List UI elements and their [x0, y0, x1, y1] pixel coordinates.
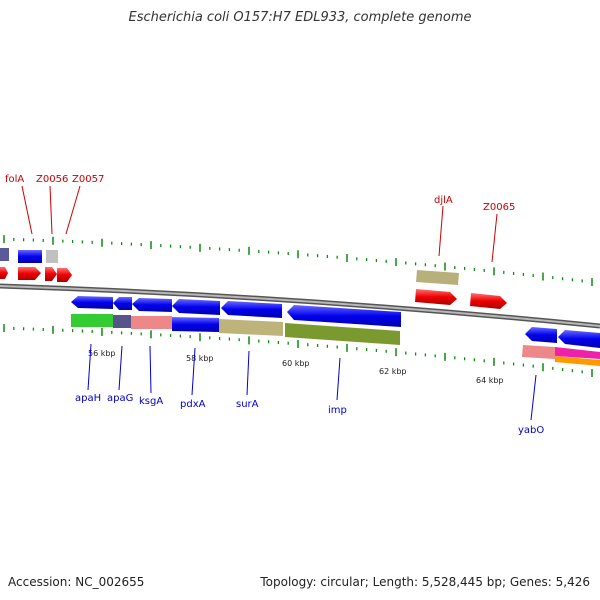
gene-label-z0065[interactable]: Z0065	[483, 202, 515, 213]
gene-arrow[interactable]	[470, 293, 507, 309]
scale-tick-label: 56 kbp	[88, 349, 116, 358]
gene-block[interactable]	[522, 345, 555, 359]
gene-label-djla[interactable]: djlA	[434, 195, 453, 206]
lower-strand-features	[71, 296, 600, 366]
gene-block[interactable]	[131, 316, 172, 329]
gene-block[interactable]	[18, 250, 42, 263]
gene-label-apah[interactable]: apaH	[75, 393, 101, 404]
scale-tick-label: 64 kbp	[476, 376, 504, 385]
lower-gene-labels	[87, 343, 537, 421]
gene-arrow[interactable]	[558, 330, 600, 348]
gene-block[interactable]	[555, 347, 600, 359]
gene-arrow[interactable]	[0, 267, 8, 279]
gene-label-pdxa[interactable]: pdxA	[180, 399, 206, 410]
gene-label-yabo[interactable]: yabO	[518, 425, 544, 436]
gene-arrow[interactable]	[57, 268, 72, 282]
gene-block[interactable]	[71, 314, 113, 327]
gene-block[interactable]	[0, 248, 9, 261]
gene-label-fola[interactable]: folA	[5, 174, 24, 185]
gene-arrow[interactable]	[71, 296, 113, 309]
gene-arrow[interactable]	[287, 305, 401, 327]
lower-tick-track	[3, 324, 593, 378]
gene-arrow[interactable]	[415, 289, 457, 305]
upper-tick-track	[3, 235, 593, 287]
gene-arrow[interactable]	[45, 267, 57, 281]
gene-block[interactable]	[172, 317, 219, 332]
gene-arrow[interactable]	[172, 299, 220, 315]
gene-block[interactable]	[113, 315, 131, 328]
gene-block[interactable]	[219, 319, 283, 336]
gene-arrow[interactable]	[18, 267, 41, 280]
gene-block[interactable]	[416, 270, 459, 285]
genome-summary: Topology: circular; Length: 5,528,445 bp…	[260, 575, 590, 589]
gene-label-sura[interactable]: surA	[236, 399, 259, 410]
gene-label-z0056[interactable]: Z0056	[36, 174, 68, 185]
gene-label-imp[interactable]: imp	[328, 405, 347, 416]
scale-labels: 56 kbp 58 kbp 60 kbp 62 kbp 64 kbp	[88, 349, 504, 385]
gene-label-ksga[interactable]: ksgA	[139, 396, 163, 407]
scale-tick-label: 58 kbp	[186, 354, 214, 363]
gene-block[interactable]	[285, 323, 400, 345]
gene-arrow[interactable]	[113, 297, 132, 310]
upper-strand-features	[0, 248, 507, 309]
gene-block[interactable]	[555, 356, 600, 366]
map-title: Escherichia coli O157:H7 EDL933, complet…	[128, 10, 472, 25]
accession-label: Accession: NC_002655	[8, 575, 145, 589]
gene-arrow[interactable]	[221, 301, 282, 318]
gene-arrow[interactable]	[525, 327, 557, 343]
gene-block[interactable]	[46, 250, 58, 263]
gene-arrow[interactable]	[132, 298, 172, 312]
gene-label-z0057[interactable]: Z0057	[72, 174, 104, 185]
scale-tick-label: 62 kbp	[379, 367, 407, 376]
scale-tick-label: 60 kbp	[282, 359, 310, 368]
upper-gene-labels	[21, 185, 498, 263]
gene-label-apag[interactable]: apaG	[107, 393, 133, 404]
